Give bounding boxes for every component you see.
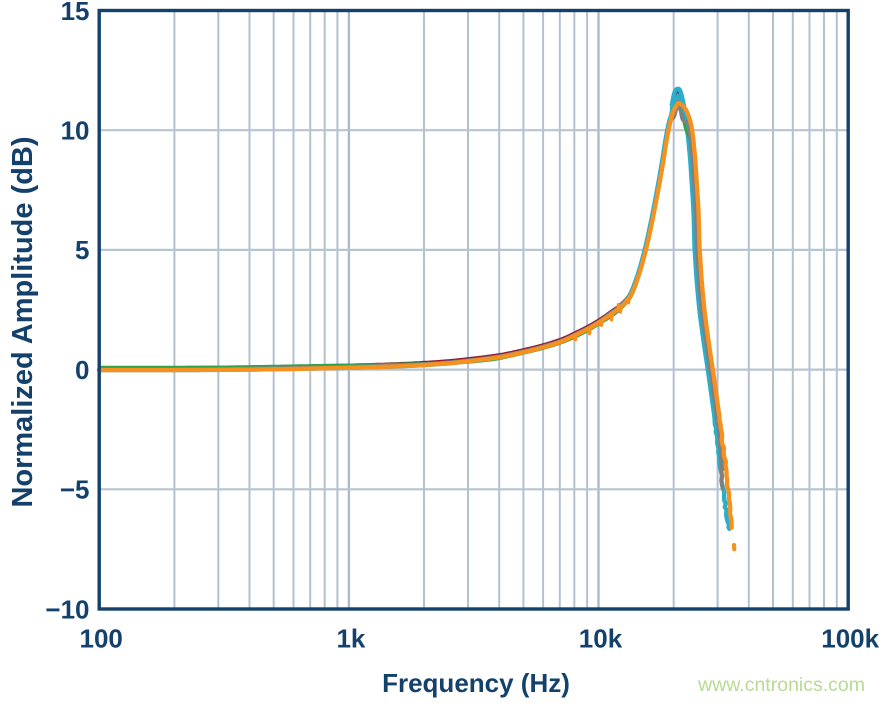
svg-text:5: 5 (75, 235, 89, 265)
svg-text:Normalized Amplitude (dB): Normalized Amplitude (dB) (7, 136, 39, 507)
svg-text:1k: 1k (336, 624, 365, 654)
svg-text:10k: 10k (579, 624, 623, 654)
svg-text:15: 15 (61, 0, 90, 26)
svg-text:−10: −10 (45, 594, 89, 624)
svg-text:100: 100 (80, 624, 123, 654)
svg-text:10: 10 (61, 116, 90, 146)
svg-text:−5: −5 (60, 475, 90, 505)
svg-text:100k: 100k (821, 624, 879, 654)
svg-text:Frequency (Hz): Frequency (Hz) (382, 668, 570, 698)
svg-text:www.cntronics.com: www.cntronics.com (697, 674, 865, 696)
svg-text:0: 0 (75, 355, 89, 385)
